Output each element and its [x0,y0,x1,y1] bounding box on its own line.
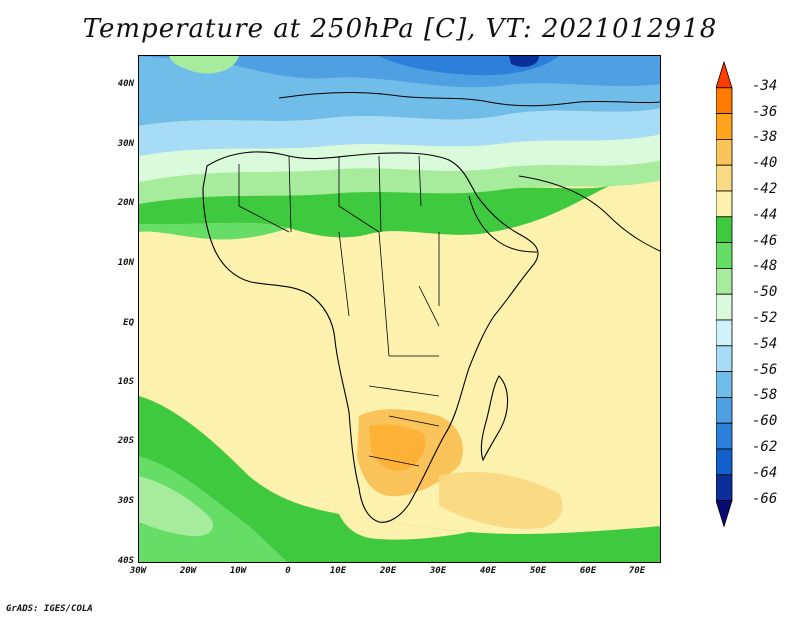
colorbar-label: -44 [752,206,778,223]
warm-core [369,424,426,471]
colorbar-swatch [716,164,733,192]
coldest-spot [509,56,539,67]
country-borders [238,155,440,467]
pale-green-patch-sw [139,476,213,537]
colorbar-swatch [716,448,733,476]
colorbar-swatch [716,60,733,89]
arabia-coast [518,175,660,252]
map-panel [138,55,661,563]
colorbar-label: -60 [752,413,778,430]
mediterranean-coast [278,91,660,107]
lat-label-40n: 40N [117,79,134,89]
lat-label-20n: 20N [117,198,134,208]
colorbar-swatch [716,87,733,114]
lat-label-30n: 30N [117,139,134,149]
green-band-south [139,396,660,562]
colorbar-swatch [716,396,733,424]
colorbar-swatch [716,113,733,140]
temperature-field [139,56,660,562]
colorbar-label: -58 [752,387,778,404]
colorbar-swatch [716,371,733,398]
colorbar-swatch [716,293,733,321]
lon-label-20w: 20W [179,566,197,576]
colorbar-swatch [716,474,733,501]
green-band-southwest [139,456,287,562]
green-band-sahel [139,186,609,238]
lon-label-10e: 10E [329,566,347,576]
lat-label-30s: 30S [117,496,134,506]
red-sea-coast [468,195,538,253]
lon-label-0: 0 [285,566,291,576]
colorbar-swatch [716,319,733,347]
transition-band-light-green [139,160,660,204]
lat-label-eq: EQ [123,318,134,328]
colorbar-swatch [716,190,733,218]
colorbar-swatch [716,422,733,450]
lat-label-10n: 10N [117,258,134,268]
colorbar-swatch [716,267,733,295]
colorbar-label: -66 [752,490,778,507]
lon-label-60e: 60E [579,566,597,576]
green-band-west [139,222,289,240]
colorbar-label: -34 [752,77,778,94]
lon-label-50e: 50E [529,566,547,576]
colorbar-label: -62 [752,439,778,455]
lon-label-70e: 70E [628,566,646,576]
colorbar-label: -54 [752,335,778,352]
colorbar-label: -64 [752,464,778,481]
madagascar-outline [480,375,509,462]
colorbar [716,60,733,528]
transition-band-light-blue [139,108,660,156]
transition-band-pale [139,134,660,182]
lon-label-40e: 40E [479,566,497,576]
map-title: Temperature at 250hPa [C], VT: 202101291… [82,14,718,44]
cold-band-green-patch [169,56,239,74]
colorbar-label: -46 [752,232,778,249]
colorbar-swatch [716,500,733,528]
colorbar-label: -40 [752,155,778,172]
lon-label-30w: 30W [129,566,147,576]
lon-label-30e: 30E [429,566,447,576]
colorbar-label: -48 [752,258,778,275]
lat-label-20s: 20S [117,436,134,446]
colorbar-label: -52 [752,310,778,326]
lon-label-10w: 10W [229,566,247,576]
lat-label-10s: 10S [117,377,134,387]
colorbar-swatch [716,345,733,372]
colorbar-label: -42 [752,181,778,197]
colorbar-swatch [716,216,733,244]
lon-label-20e: 20E [379,566,397,576]
colorbar-label: -38 [752,129,778,146]
lat-label-40s: 40S [117,556,134,566]
colorbar-label: -36 [752,103,778,120]
colorbar-swatch [716,242,733,269]
colorbar-label: -50 [752,284,778,301]
warm-intrusion [339,514,469,540]
colorbar-swatch [716,139,733,166]
africa-outline [202,151,539,523]
colorbar-label: -56 [752,361,778,378]
warm-patch-south-ocean [439,472,563,529]
credit-label: GrADS: IGES/COLA [6,604,93,614]
